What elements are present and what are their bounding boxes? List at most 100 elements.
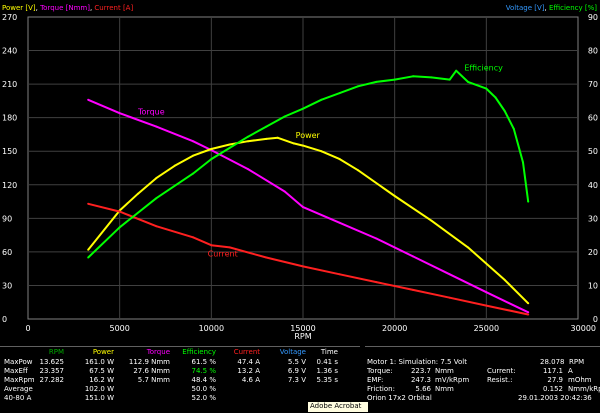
data-point <box>87 202 90 205</box>
motor-param-unit: A <box>568 367 573 375</box>
data-point <box>503 110 506 112</box>
table-cell: 7.3 V <box>287 376 306 384</box>
data-point <box>527 311 530 314</box>
data-point <box>503 278 506 281</box>
data-point <box>393 78 396 81</box>
data-point <box>192 154 194 157</box>
data-point <box>292 142 295 145</box>
data-point <box>393 195 396 197</box>
motor-param-value: 0.152 <box>542 385 563 393</box>
series-current: Current <box>87 202 530 316</box>
data-point <box>283 190 286 193</box>
data-point <box>228 143 231 146</box>
data-point <box>375 281 378 284</box>
y-tick-label: 30 <box>2 281 12 290</box>
data-point <box>448 296 451 299</box>
data-point <box>448 78 451 81</box>
data-point <box>522 161 524 164</box>
series-line-efficiency <box>87 69 530 259</box>
data-point <box>87 98 90 101</box>
data-point <box>338 158 341 161</box>
data-point <box>430 76 433 79</box>
y-tick-label: 240 <box>2 47 17 56</box>
table-cell: 0.41 s <box>316 358 338 366</box>
series-line-torque <box>87 98 529 314</box>
table-cell: 16.2 W <box>89 376 114 384</box>
data-point <box>338 92 341 95</box>
data-point <box>467 246 469 249</box>
table-header: Efficiency <box>182 348 216 356</box>
table-cell: 23.357 <box>39 367 65 375</box>
left-legend-text-part: Power [V] <box>2 4 36 12</box>
series-efficiency: Efficiency <box>87 64 530 259</box>
y-tick-label-right: 20 <box>588 248 598 257</box>
data-point <box>276 136 279 139</box>
left-legend-text-part: Torque [Nmm] <box>39 4 90 12</box>
data-point <box>247 168 249 171</box>
motor-title: Motor 1: Simulation: 7.5 Volt <box>367 358 467 366</box>
left-legend-text-part: Current [A] <box>94 4 133 12</box>
series-label-torque: Torque <box>137 107 165 116</box>
x-tick-label: 15000 <box>290 324 315 333</box>
y-tick-label: 270 <box>2 13 17 22</box>
table-cell: 50.0 % <box>191 385 216 393</box>
y-tick-label: 120 <box>2 181 17 190</box>
x-tick-label: 0 <box>25 324 30 333</box>
right-legend-text-part: , <box>544 4 548 12</box>
y-tick-label: 0 <box>2 315 7 324</box>
motor-param-unit: Nmm/kRpm <box>568 385 600 393</box>
data-point <box>210 158 213 161</box>
data-point <box>375 80 378 83</box>
data-point <box>118 112 121 115</box>
data-point <box>375 237 378 240</box>
data-point <box>357 169 359 172</box>
motor-name: Orion 17x2 Orbital <box>367 394 432 402</box>
table-cell: 151.0 W <box>84 394 114 402</box>
x-tick-label: 20000 <box>382 324 407 333</box>
x-tick-label: 10000 <box>199 324 224 333</box>
data-point <box>485 304 488 307</box>
data-point <box>338 273 341 276</box>
series-label-efficiency: Efficiency <box>464 64 503 73</box>
y-tick-label-right: 40 <box>588 181 598 190</box>
performance-chart: Power [V], Torque [Nmm], Current [A] Vol… <box>2 4 598 341</box>
table-row-label: MaxEff <box>4 367 28 375</box>
data-point <box>155 225 158 228</box>
motor-rpm-unit: RPM <box>569 358 585 366</box>
data-point <box>118 210 121 213</box>
motor-param-unit: mOhm <box>568 376 592 384</box>
data-point <box>155 177 158 180</box>
motor-param-value: 27.9 <box>547 376 563 384</box>
series-label-current: Current <box>208 249 238 258</box>
table-cell: 27.6 Nmm <box>133 367 170 375</box>
y-tick-label-right: 30 <box>588 214 598 223</box>
grid-lines <box>28 17 578 319</box>
table-header: Torque <box>146 348 170 356</box>
data-point <box>87 248 90 251</box>
data-point <box>192 172 194 175</box>
right-axis-legend: Voltage [V], Efficiency [%] <box>506 4 598 12</box>
data-point <box>283 115 286 118</box>
data-point <box>412 75 414 78</box>
motor-param-label: Current: <box>487 367 516 375</box>
table-row-label: MaxRpm <box>4 376 35 384</box>
data-point <box>302 107 304 110</box>
data-point <box>467 80 469 83</box>
data-point <box>210 148 213 150</box>
table-cell: 13.625 <box>39 358 65 366</box>
y-tick-label-right: 90 <box>588 13 598 22</box>
table-cell: 1.36 s <box>316 367 338 375</box>
data-point <box>320 150 323 153</box>
tooltip-text: Adobe Acrobat <box>310 402 362 410</box>
data-point <box>455 69 458 72</box>
table-cell: 6.9 V <box>287 367 306 375</box>
series-torque: Torque <box>87 98 530 314</box>
motor-param-label: EMF: <box>367 376 384 384</box>
data-point <box>137 192 139 195</box>
data-point <box>512 127 515 130</box>
y-tick-label: 210 <box>2 80 17 89</box>
data-point <box>412 288 414 291</box>
motor-param-unit: Nmm <box>435 367 454 375</box>
table-cell: 27.282 <box>39 376 65 384</box>
